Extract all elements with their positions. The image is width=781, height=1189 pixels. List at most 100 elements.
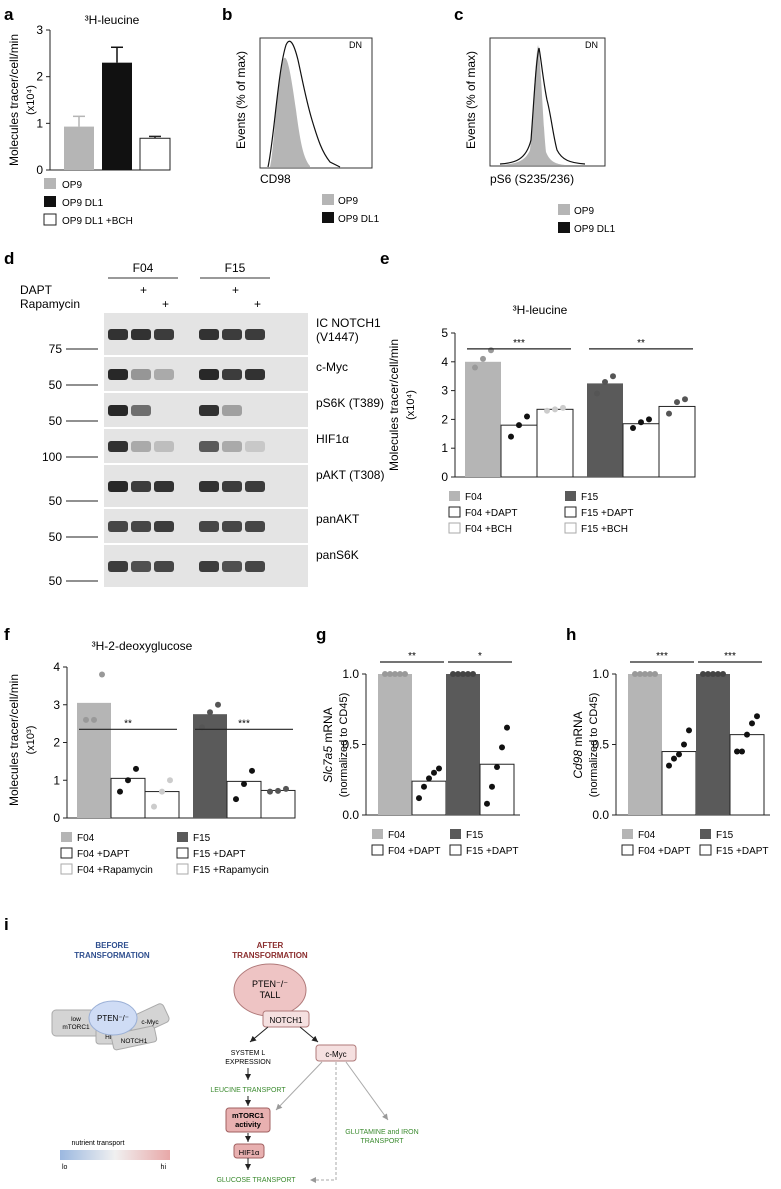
chart-title: ³H-2-deoxyglucose	[92, 639, 193, 653]
data-point	[544, 407, 550, 414]
blot-band	[154, 481, 174, 492]
y-axis-label: Events (% of max)	[464, 51, 478, 149]
data-point	[671, 755, 677, 762]
y-tick-label: 1	[441, 441, 448, 455]
blot-label: IC NOTCH1	[316, 316, 381, 330]
legend-label: F15 +DAPT	[193, 849, 246, 860]
mw-marker: 75	[49, 342, 63, 356]
blot-band	[222, 441, 242, 452]
data-point	[480, 355, 486, 362]
arrow	[345, 1061, 389, 1121]
y-axis-label: Events (% of max)	[234, 51, 248, 149]
pten-tall-line: TALL	[260, 990, 281, 1000]
western-blot: IC NOTCH1(V1447) 75 c-Myc 50 pS6K (T389) 50 HI…	[42, 313, 384, 588]
significance-label: ***	[238, 718, 250, 729]
bar	[139, 137, 171, 171]
leucine-transport-label: LEUCINE TRANSPORT	[210, 1087, 286, 1094]
legend-label: F15	[581, 492, 599, 503]
legend-swatch	[448, 506, 461, 518]
panel-letter: g	[316, 625, 326, 644]
data-point	[642, 671, 648, 677]
data-point	[267, 788, 273, 795]
y-tick-label: 0.5	[342, 738, 359, 752]
arrow	[275, 1061, 323, 1111]
gate-label: DN	[349, 40, 362, 50]
legend-label: F15	[716, 830, 734, 841]
y-tick-label: 5	[441, 326, 448, 340]
bar	[587, 383, 623, 477]
low-mtorc1-line: mTORC1	[62, 1024, 90, 1031]
y-tick-label: 1.0	[342, 667, 359, 681]
bar	[729, 734, 765, 816]
blot-band	[108, 561, 128, 572]
data-point	[421, 783, 427, 790]
c-myc-label: c-Myc	[325, 1050, 346, 1059]
legend-label: F04 +DAPT	[388, 846, 441, 857]
c-myc-box-after	[315, 1044, 357, 1062]
legend-label: F04 +Rapamycin	[77, 865, 153, 876]
treatment-label: DAPT	[20, 283, 53, 297]
legend: OP9 OP9 DL1 OP9 DL1 +BCH	[43, 178, 133, 227]
y-tick-label: 3	[36, 23, 43, 37]
y-axis-label: Slc7a5 mRNA	[321, 707, 335, 782]
y-tick-label: 1.0	[592, 667, 609, 681]
blot-band	[222, 521, 242, 532]
bar	[64, 126, 94, 170]
legend-label: OP9 DL1	[574, 224, 616, 235]
notch1-label: NOTCH1	[270, 1016, 303, 1025]
legend-label: F04 +DAPT	[638, 846, 691, 857]
legend-label: OP9 DL1 +BCH	[62, 216, 133, 227]
data-point	[749, 720, 755, 727]
chart-title: ³H-leucine	[513, 303, 568, 317]
blot-band	[108, 521, 128, 532]
legend-swatch	[176, 847, 189, 859]
bar	[658, 405, 696, 478]
data-point	[499, 744, 505, 751]
pten-tall-line: PTEN⁻/⁻	[252, 979, 288, 989]
mtorc1-box	[225, 1107, 271, 1133]
legend-swatch	[564, 506, 577, 518]
legend-label: F15	[193, 833, 211, 844]
blot-band	[245, 441, 265, 452]
data-point	[516, 422, 522, 429]
panel-c: c Events (% of max) DN pS6 (S235/236) OP…	[454, 5, 616, 235]
blot-band	[245, 561, 265, 572]
panel-letter: d	[4, 249, 14, 268]
data-point	[638, 419, 644, 426]
blot-band	[108, 405, 128, 416]
legend-swatch	[322, 194, 334, 205]
data-point	[117, 788, 123, 795]
gene-name: Cd98	[571, 750, 585, 779]
histogram-op9	[270, 57, 310, 167]
y-axis-label-rest: mRNA	[321, 707, 335, 746]
y-tick-label: 0.0	[592, 808, 609, 822]
blot-band	[199, 561, 219, 572]
blot-band	[199, 441, 219, 452]
blot-band	[131, 561, 151, 572]
data-point	[637, 671, 643, 677]
data-point	[159, 788, 165, 795]
scale-title: nutrient transport	[72, 1140, 125, 1147]
x-axis-label: pS6 (S235/236)	[490, 172, 574, 186]
y-tick-label: 0	[53, 811, 60, 825]
blot-band	[199, 481, 219, 492]
data-point	[465, 671, 471, 677]
data-point	[484, 800, 490, 807]
data-point	[283, 785, 289, 792]
bar	[479, 763, 515, 816]
panel-a: a ³H-leucine Molecules tracer/cell/min (…	[4, 5, 171, 227]
legend-label: F15 +BCH	[581, 524, 628, 535]
y-axis-label: Molecules tracer/cell/min	[387, 339, 401, 471]
data-point	[632, 671, 638, 677]
hif-label: HIF1α	[239, 1148, 260, 1157]
data-point	[133, 765, 139, 772]
mtorc1-line: mTORC1	[232, 1111, 264, 1120]
blot-label: pS6K (T389)	[316, 396, 384, 410]
data-point	[610, 373, 616, 380]
after-title-line: AFTER	[257, 941, 284, 950]
panel-e: e ³H-leucine Molecules tracer/cell/min (…	[380, 249, 696, 535]
data-point	[91, 716, 97, 723]
bar	[536, 408, 574, 478]
